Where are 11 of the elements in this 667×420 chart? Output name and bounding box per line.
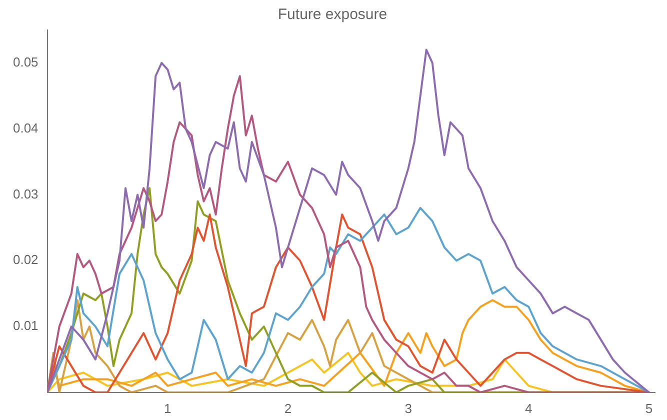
chart-title: Future exposure — [278, 6, 388, 24]
x-tick-label: 4 — [525, 400, 532, 416]
y-tick-label: 0.02 — [12, 252, 38, 268]
x-tick-label: 2 — [284, 400, 292, 416]
x-tick-label: 1 — [164, 400, 172, 416]
x-tick-label: 3 — [404, 400, 412, 416]
y-tick-label: 0.04 — [12, 120, 38, 136]
y-tick-label: 0.01 — [12, 318, 38, 334]
x-tick-label: 5 — [645, 400, 653, 416]
y-tick-label: 0.05 — [12, 54, 38, 70]
y-tick-label: 0.03 — [12, 186, 38, 202]
